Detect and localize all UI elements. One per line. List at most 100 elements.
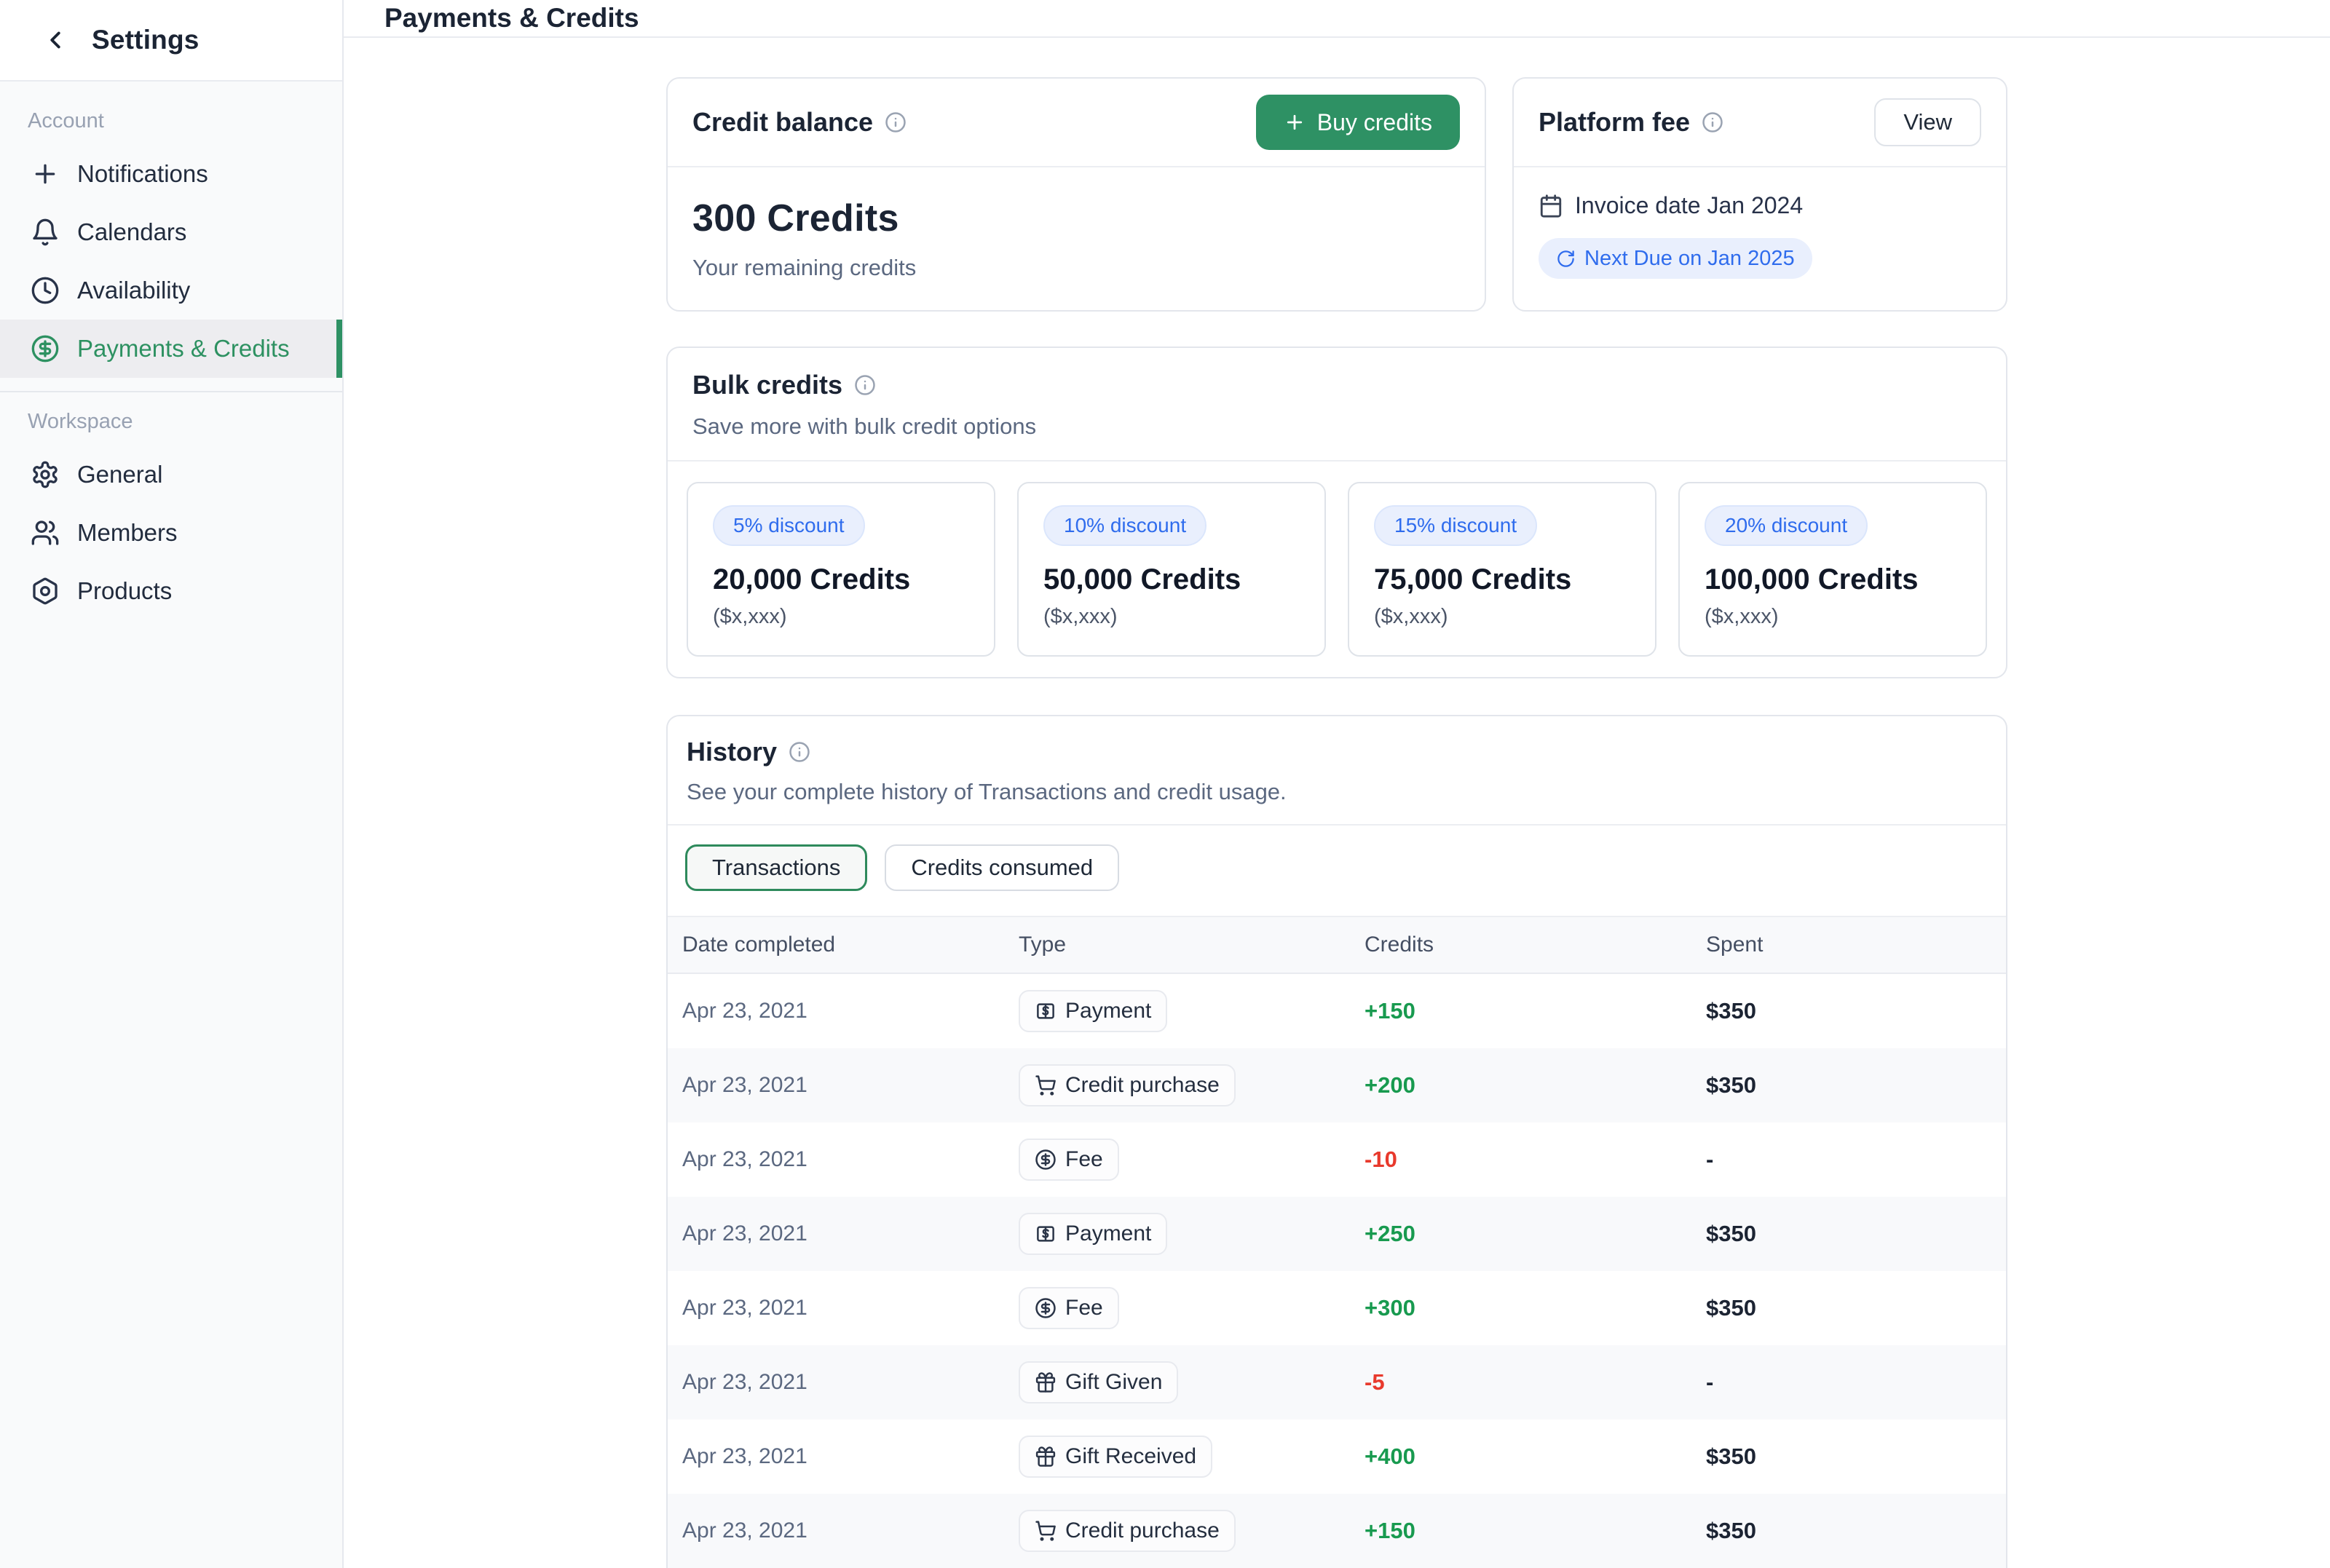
credit-amount: 300 Credits (692, 197, 1460, 240)
dollar-circle-icon (1035, 1149, 1057, 1171)
type-badge: Fee (1019, 1287, 1119, 1329)
cell-date: Apr 23, 2021 (668, 1221, 1004, 1246)
bell-icon (31, 218, 60, 247)
platform-fee-body: Invoice date Jan 2024 Next Due on Jan 20… (1514, 167, 2006, 279)
sidebar-item-label: General (77, 461, 162, 488)
section-label-account: Account (0, 99, 342, 145)
cell-date: Apr 23, 2021 (668, 1296, 1004, 1320)
type-badge: Gift Received (1019, 1436, 1212, 1478)
sidebar-body: Account Notifications Calendars Availabi… (0, 82, 342, 1568)
info-icon[interactable] (885, 111, 907, 133)
type-label: Credit purchase (1065, 1518, 1220, 1543)
discount-badge: 20% discount (1705, 505, 1868, 546)
type-badge: Gift Given (1019, 1361, 1178, 1403)
cell-type: Payment (1004, 1213, 1350, 1255)
history-header: History See your complete history of Tra… (668, 716, 2006, 824)
type-label: Credit purchase (1065, 1073, 1220, 1098)
topbar: Payments & Credits (344, 0, 2330, 38)
bulk-tier-100000[interactable]: 20% discount 100,000 Credits ($x,xxx) (1678, 482, 1987, 657)
type-badge: Payment (1019, 990, 1167, 1032)
cell-type: Credit purchase (1004, 1064, 1350, 1106)
history-card: History See your complete history of Tra… (666, 715, 2007, 1568)
tab-transactions[interactable]: Transactions (685, 844, 867, 891)
sidebar-item-availability[interactable]: Availability (0, 261, 342, 320)
cell-credits: +400 (1350, 1444, 1691, 1470)
bulk-tier-20000[interactable]: 5% discount 20,000 Credits ($x,xxx) (687, 482, 995, 657)
type-label: Fee (1065, 1147, 1103, 1172)
page-title: Payments & Credits (384, 3, 639, 33)
bulk-tier-list: 5% discount 20,000 Credits ($x,xxx) 10% … (668, 462, 2006, 677)
cell-spent: $350 (1691, 998, 2006, 1024)
users-icon (31, 518, 60, 547)
cell-type: Gift Given (1004, 1361, 1350, 1403)
cell-credits: +150 (1350, 998, 1691, 1024)
cell-type: Credit purchase (1004, 1510, 1350, 1552)
info-icon[interactable] (1702, 111, 1723, 133)
sidebar-item-calendars[interactable]: Calendars (0, 203, 342, 261)
tier-price: ($x,xxx) (713, 605, 969, 629)
cell-spent: $350 (1691, 1444, 2006, 1470)
platform-fee-card: Platform fee View Invoice date Jan 2024 (1512, 77, 2007, 312)
sidebar-item-members[interactable]: Members (0, 504, 342, 562)
bulk-tier-50000[interactable]: 10% discount 50,000 Credits ($x,xxx) (1017, 482, 1326, 657)
bulk-tier-75000[interactable]: 15% discount 75,000 Credits ($x,xxx) (1348, 482, 1656, 657)
type-label: Fee (1065, 1296, 1103, 1320)
bulk-credits-title: Bulk credits (692, 370, 842, 400)
cell-credits: -5 (1350, 1369, 1691, 1395)
gear-icon (31, 460, 60, 489)
cell-credits: +300 (1350, 1295, 1691, 1321)
buy-credits-label: Buy credits (1317, 109, 1432, 136)
settings-sidebar: Settings Account Notifications Calendars… (0, 0, 344, 1568)
info-icon[interactable] (789, 741, 810, 763)
view-button[interactable]: View (1874, 98, 1981, 146)
gift-icon (1035, 1446, 1057, 1468)
table-row: Apr 23, 2021 Credit purchase +150 $350 (668, 1494, 2006, 1568)
next-due-badge: Next Due on Jan 2025 (1539, 238, 1812, 279)
clock-icon (31, 276, 60, 305)
cart-icon (1035, 1074, 1057, 1096)
table-row: Apr 23, 2021 Gift Given -5 - (668, 1345, 2006, 1419)
type-badge: Credit purchase (1019, 1064, 1236, 1106)
sidebar-item-notifications[interactable]: Notifications (0, 145, 342, 203)
back-button[interactable] (38, 23, 73, 58)
sidebar-item-general[interactable]: General (0, 446, 342, 504)
cell-credits: -10 (1350, 1147, 1691, 1173)
buy-credits-button[interactable]: Buy credits (1256, 95, 1460, 150)
sidebar-item-label: Calendars (77, 218, 186, 246)
sidebar-title: Settings (92, 25, 200, 55)
column-header-spent: Spent (1691, 933, 2006, 957)
invoice-date-row: Invoice date Jan 2024 (1539, 192, 1981, 219)
history-subtitle: See your complete history of Transaction… (687, 779, 1987, 824)
table-row: Apr 23, 2021 Gift Received +400 $350 (668, 1419, 2006, 1494)
next-due-label: Next Due on Jan 2025 (1584, 247, 1795, 271)
table-row: Apr 23, 2021 Fee -10 - (668, 1122, 2006, 1197)
sidebar-item-products[interactable]: Products (0, 562, 342, 620)
cell-type: Gift Received (1004, 1436, 1350, 1478)
credit-balance-header: Credit balance Buy credits (668, 79, 1485, 167)
info-icon[interactable] (854, 374, 876, 396)
cell-spent: $350 (1691, 1072, 2006, 1098)
cell-type: Fee (1004, 1287, 1350, 1329)
discount-badge: 10% discount (1043, 505, 1207, 546)
cart-icon (1035, 1520, 1057, 1542)
bulk-credits-card: Bulk credits Save more with bulk credit … (666, 347, 2007, 678)
sidebar-item-payments-credits[interactable]: Payments & Credits (0, 320, 342, 378)
sidebar-divider (0, 391, 342, 392)
cell-date: Apr 23, 2021 (668, 999, 1004, 1023)
cell-spent: $350 (1691, 1221, 2006, 1247)
column-header-credits: Credits (1350, 933, 1691, 957)
tier-credits: 75,000 Credits (1374, 563, 1630, 596)
cell-credits: +200 (1350, 1072, 1691, 1098)
tab-credits-consumed[interactable]: Credits consumed (885, 844, 1119, 891)
plus-icon (31, 159, 60, 189)
cell-date: Apr 23, 2021 (668, 1147, 1004, 1172)
summary-row: Credit balance Buy credits 300 Credits (666, 77, 2007, 312)
tier-credits: 50,000 Credits (1043, 563, 1300, 596)
cell-spent: $350 (1691, 1295, 2006, 1321)
table-header: Date completed Type Credits Spent (668, 916, 2006, 974)
type-label: Gift Given (1065, 1370, 1162, 1395)
cell-credits: +250 (1350, 1221, 1691, 1247)
section-label-workspace: Workspace (0, 400, 342, 446)
cell-spent: $350 (1691, 1518, 2006, 1544)
history-tabs: Transactions Credits consumed (668, 825, 2006, 916)
